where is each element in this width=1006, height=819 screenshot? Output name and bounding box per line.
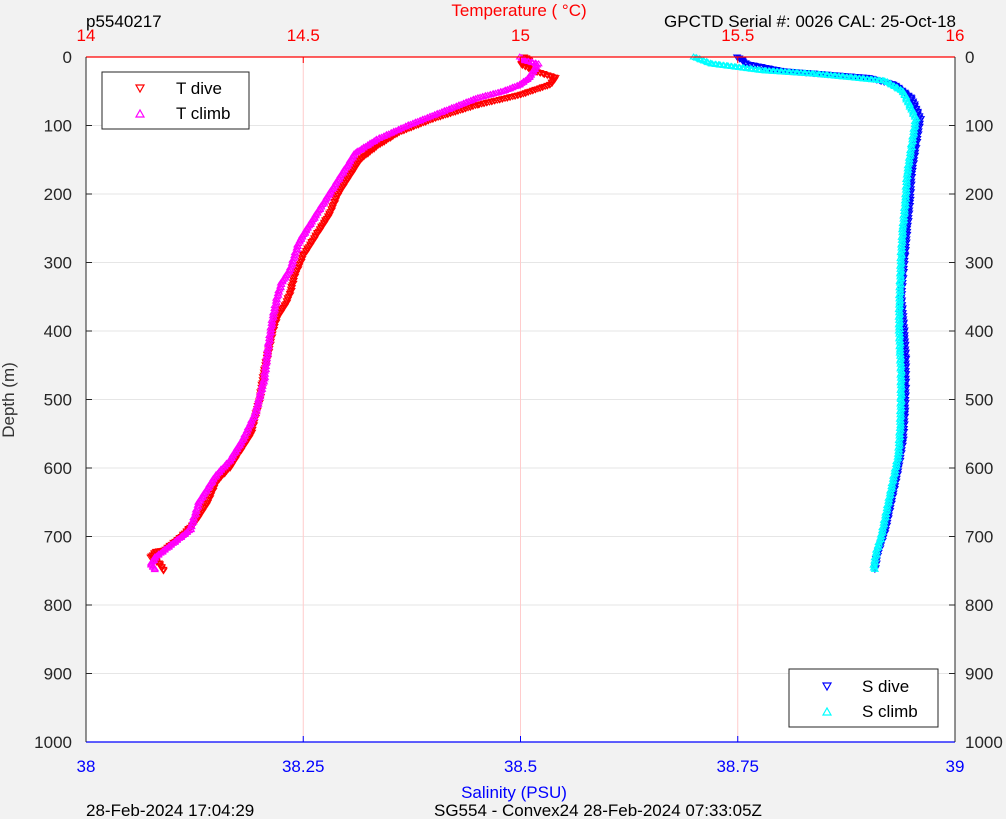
salinity-tick-label: 38.75 bbox=[716, 757, 759, 776]
t_climb-point bbox=[444, 105, 454, 112]
t_dive-point bbox=[518, 62, 527, 70]
depth-tick-label-right: 400 bbox=[965, 322, 993, 341]
salinity-tick-label: 39 bbox=[946, 757, 965, 776]
axes: 0 0 100 100 200 200 300 300 400 400 500 500 600 600 70… bbox=[34, 26, 1003, 776]
t_climb-point bbox=[363, 141, 372, 149]
legend-s-climb-marker bbox=[821, 706, 833, 716]
depth-tick-label-left: 500 bbox=[44, 391, 72, 410]
s_climb-point bbox=[905, 100, 914, 107]
s_climb-point bbox=[908, 107, 918, 114]
y-axis-label: Depth (m) bbox=[0, 362, 18, 438]
t_climb-point bbox=[534, 59, 543, 67]
depth-tick-label-left: 800 bbox=[44, 596, 72, 615]
t_climb-point bbox=[415, 117, 425, 124]
t_climb-point bbox=[529, 67, 538, 75]
depth-tick-label-right: 0 bbox=[965, 48, 974, 67]
salinity-tick-label: 38 bbox=[77, 757, 96, 776]
legend-t-dive-marker bbox=[134, 84, 146, 94]
temperature-tick-label: 16 bbox=[946, 26, 965, 45]
t_climb-point bbox=[422, 114, 432, 121]
t_climb-point bbox=[451, 102, 461, 110]
legend-s-dive-label: S dive bbox=[862, 677, 909, 696]
salinity-tick-label: 38.25 bbox=[282, 757, 325, 776]
t_climb-point bbox=[369, 137, 379, 145]
t_climb-point bbox=[512, 82, 522, 89]
temperature-tick-label: 14 bbox=[77, 26, 96, 45]
t_climb-point bbox=[146, 558, 156, 566]
legend-s-dive-marker bbox=[821, 682, 833, 692]
s_climb-point bbox=[902, 93, 911, 100]
legend-salinity-box bbox=[788, 668, 939, 728]
temperature-tick-label: 15.5 bbox=[721, 26, 754, 45]
depth-tick-label-right: 900 bbox=[965, 665, 993, 684]
s_climb-point bbox=[897, 250, 906, 257]
plot-timestamp: 28-Feb-2024 17:04:29 bbox=[86, 801, 254, 819]
legend-t-climb-label: T climb bbox=[176, 104, 230, 123]
series-s_climb bbox=[689, 53, 921, 572]
t_climb-point bbox=[352, 148, 362, 155]
legend-salinity: S dive S climb bbox=[788, 668, 939, 728]
depth-tick-label-left: 400 bbox=[44, 322, 72, 341]
temperature-tick-label: 14.5 bbox=[287, 26, 320, 45]
t_climb-point bbox=[150, 564, 159, 571]
serial-info: GPCTD Serial #: 0026 CAL: 25-Oct-18 bbox=[664, 12, 956, 31]
profile-id: p5540217 bbox=[86, 12, 162, 31]
depth-tick-label-left: 700 bbox=[44, 528, 72, 547]
series-layer bbox=[146, 53, 926, 575]
t_climb-point bbox=[437, 108, 446, 115]
depth-tick-label-right: 600 bbox=[965, 459, 993, 478]
temperature-tick-label: 15 bbox=[511, 26, 530, 45]
legend-s-climb-label: S climb bbox=[862, 702, 918, 721]
series-t_climb bbox=[146, 53, 543, 573]
legend-temperature-box bbox=[101, 71, 250, 130]
t_dive-point bbox=[159, 568, 168, 575]
t_dive-point bbox=[159, 566, 168, 574]
depth-tick-label-left: 900 bbox=[44, 665, 72, 684]
depth-tick-label-right: 300 bbox=[965, 254, 993, 273]
t_climb-point bbox=[150, 565, 160, 573]
depth-tick-label-right: 800 bbox=[965, 596, 993, 615]
t_climb-point bbox=[356, 145, 366, 153]
salinity-tick-label: 38.5 bbox=[504, 757, 537, 776]
legend-t-dive-label: T dive bbox=[176, 79, 222, 98]
legend-t-climb-marker bbox=[134, 108, 146, 118]
t_climb-point bbox=[500, 86, 510, 94]
s_climb-point bbox=[870, 565, 880, 572]
t_climb-point bbox=[408, 119, 417, 127]
legend-temperature: T dive T climb bbox=[101, 71, 250, 130]
top-axis-title: Temperature ( °C) bbox=[451, 1, 586, 20]
depth-tick-label-left: 1000 bbox=[34, 733, 72, 752]
depth-tick-label-right: 1000 bbox=[965, 733, 1003, 752]
depth-tick-label-left: 100 bbox=[44, 117, 72, 136]
depth-tick-label-left: 0 bbox=[63, 48, 72, 67]
bottom-axis-title: Salinity (PSU) bbox=[461, 783, 567, 802]
mission-info: SG554 - Convex24 28-Feb-2024 07:33:05Z bbox=[434, 801, 762, 819]
depth-tick-label-left: 200 bbox=[44, 185, 72, 204]
t_climb-point bbox=[466, 97, 475, 104]
depth-tick-label-left: 600 bbox=[44, 459, 72, 478]
t_climb-point bbox=[505, 85, 514, 92]
depth-tick-label-right: 700 bbox=[965, 528, 993, 547]
s_climb-point bbox=[706, 59, 715, 66]
depth-tick-label-right: 200 bbox=[965, 185, 993, 204]
t_climb-point bbox=[430, 111, 439, 118]
t_climb-point bbox=[459, 99, 468, 107]
depth-tick-label-right: 500 bbox=[965, 391, 993, 410]
depth-tick-label-left: 300 bbox=[44, 254, 72, 273]
t_climb-point bbox=[473, 94, 482, 101]
depth-tick-label-right: 100 bbox=[965, 117, 993, 136]
t_climb-point bbox=[149, 556, 159, 563]
